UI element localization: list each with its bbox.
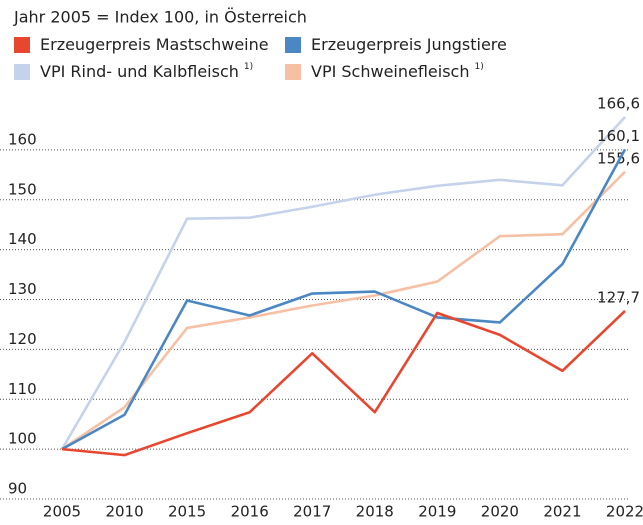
legend-swatch <box>14 64 30 80</box>
y-tick-label: 140 <box>8 230 37 248</box>
legend-label: VPI Rind- und Kalbfleisch 1) <box>40 62 253 81</box>
series-line <box>61 310 626 457</box>
value-label: 160,1 <box>597 127 640 145</box>
x-tick-label: 2020 <box>481 503 519 521</box>
legend-swatch <box>285 64 301 80</box>
x-tick-label: 2010 <box>105 503 143 521</box>
y-tick-label: 90 <box>8 480 27 498</box>
series-line <box>60 116 626 450</box>
legend-note: 1) <box>244 62 253 72</box>
x-tick-label: 2005 <box>43 503 81 521</box>
legend-name: Erzeugerpreis Jungstiere <box>311 35 507 54</box>
series-line <box>61 148 627 451</box>
legend-label: Erzeugerpreis Mastschweine <box>40 35 269 54</box>
value-label: 155,6 <box>597 149 640 167</box>
y-tick-label: 100 <box>8 430 37 448</box>
legend-swatch <box>14 37 30 53</box>
legend-label: Erzeugerpreis Jungstiere <box>311 35 507 54</box>
legend-name: VPI Rind- und Kalbfleisch <box>40 62 239 81</box>
x-tick-label: 2018 <box>356 503 394 521</box>
y-tick-label: 150 <box>8 180 37 198</box>
legend: Erzeugerpreis Mastschweine Erzeugerpreis … <box>14 35 507 81</box>
x-tick-label: 2022 <box>606 503 643 521</box>
legend-swatch <box>285 37 301 53</box>
legend-name: VPI Schweinefleisch <box>311 62 470 81</box>
legend-label: VPI Schweinefleisch 1) <box>311 62 484 81</box>
x-tick-label: 2016 <box>231 503 269 521</box>
y-tick-label: 110 <box>8 380 37 398</box>
value-label: 166,6 <box>597 94 640 112</box>
chart-title: Jahr 2005 = Index 100, in Österreich <box>13 8 307 27</box>
y-tick-label: 120 <box>8 330 37 348</box>
y-tick-label: 130 <box>8 280 37 298</box>
grid: 90 100 110 120 130 140 150 160 2005 2010 2015 2016 2… <box>0 130 643 521</box>
x-tick-label: 2021 <box>543 503 581 521</box>
legend-note: 1) <box>475 62 484 72</box>
value-label: 127,7 <box>597 288 640 306</box>
x-tick-label: 2019 <box>418 503 456 521</box>
legend-name: Erzeugerpreis Mastschweine <box>40 35 269 54</box>
lines: 166,6 155,6 160,1 127,7 <box>60 94 640 457</box>
x-tick-label: 2017 <box>293 503 331 521</box>
x-tick-label: 2015 <box>168 503 206 521</box>
series-line <box>61 170 626 451</box>
y-tick-label: 160 <box>8 130 37 148</box>
